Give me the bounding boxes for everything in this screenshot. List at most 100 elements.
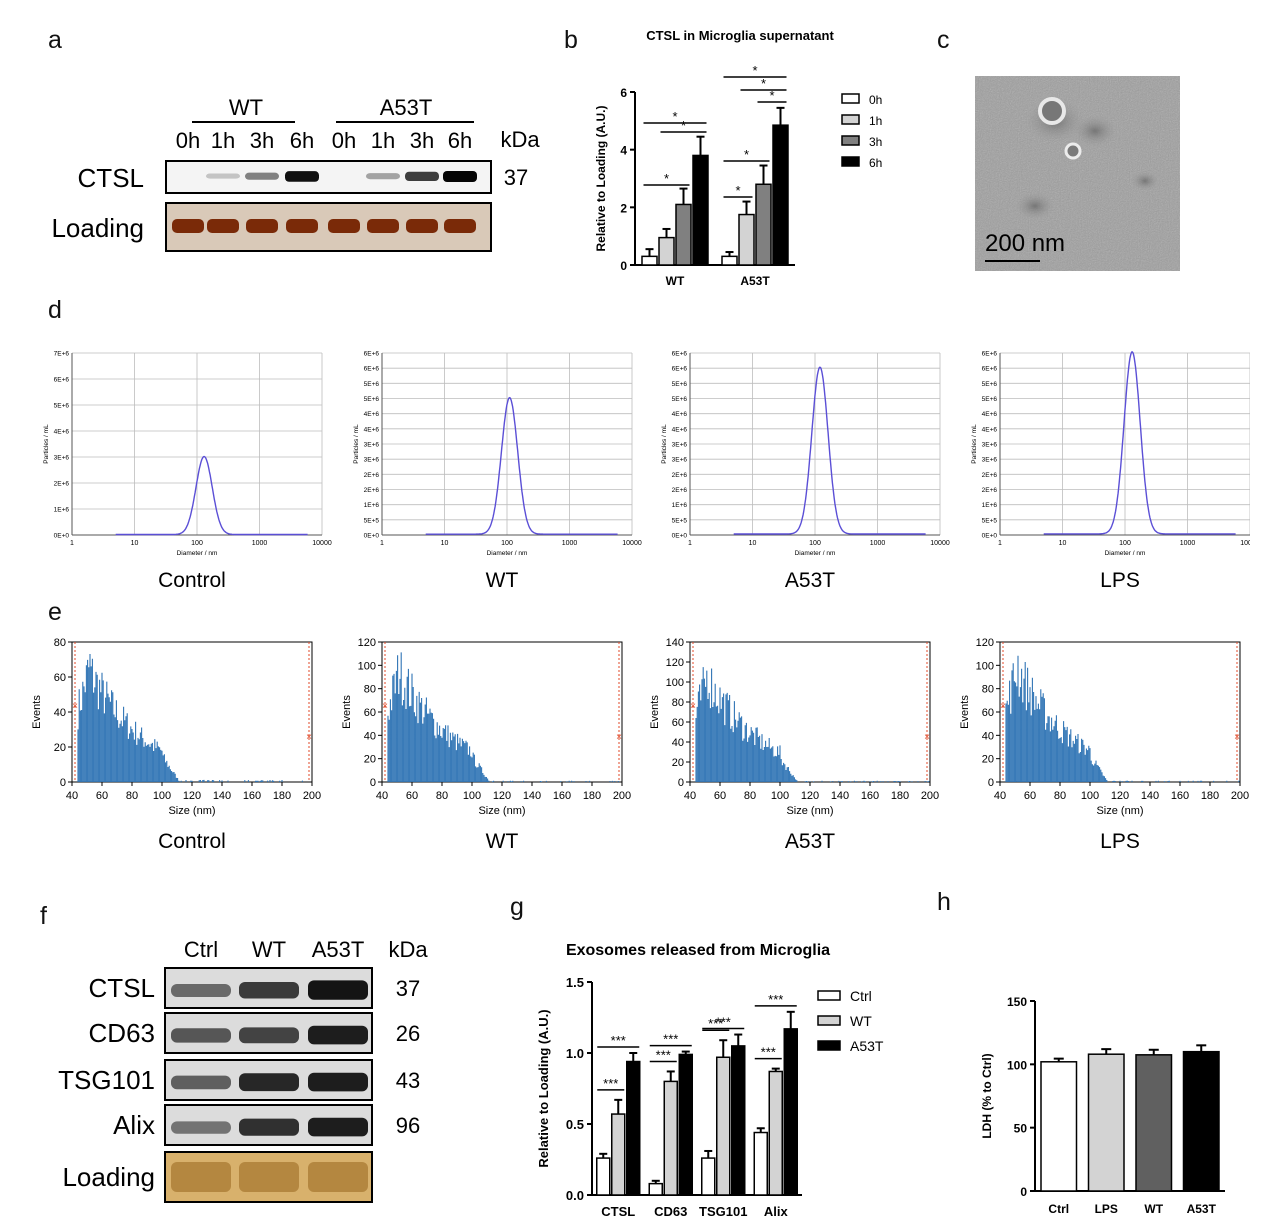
legend-label: WT (850, 1013, 872, 1029)
y-tick-label: 100 (358, 660, 376, 672)
y-tick-label: 120 (976, 637, 994, 649)
y-axis-label: Relative to Loading (A.U.) (536, 1009, 551, 1167)
bar (641, 255, 658, 266)
y-tick-label: 0E+0 (672, 533, 688, 540)
y-axis-label: Particles / mL (353, 424, 360, 464)
group-label-wt: WT (229, 95, 263, 120)
bar (1135, 1054, 1173, 1192)
distribution-plot: 0E+0 1E+6 2E+6 3E+6 4E+6 5E+6 6E+6 7E+6 1 10 100 10… (43, 351, 332, 558)
significance-mark: *** (761, 1045, 776, 1060)
x-tick-label: 10000 (1240, 540, 1250, 547)
blot-band (239, 982, 299, 999)
bar (611, 1113, 626, 1196)
y-tick-label: 0E+0 (364, 533, 380, 540)
y-axis-label: Events (649, 695, 661, 729)
x-tick-label: 160 (553, 790, 571, 802)
panel-letter-h: h (937, 888, 951, 916)
y-tick-label: 80 (672, 697, 684, 709)
loading-band (246, 219, 278, 233)
bar (1087, 1053, 1125, 1192)
y-tick-label: 3E+6 (364, 442, 380, 449)
histogram-plot: 0 20 40 60 80 40 60 80 100 120 140 160 180 200 Size (n… (31, 637, 321, 817)
kda-label: 43 (396, 1068, 420, 1093)
blot-band (308, 980, 368, 1000)
y-tick-label: 5E+6 (672, 396, 688, 403)
bar (1182, 1050, 1220, 1192)
lane-label: 3h (250, 128, 274, 153)
row-label-loading: Loading (51, 213, 144, 243)
x-tick-label: 40 (684, 790, 696, 802)
x-tick-label: CTSL (601, 1204, 635, 1219)
y-tick-label: 2E+6 (672, 472, 688, 479)
significance-mark: *** (716, 1015, 731, 1030)
y-tick-label: 0 (60, 777, 66, 789)
y-tick-label: 3E+6 (672, 457, 688, 464)
y-axis-label: Particles / mL (661, 424, 668, 464)
kda-37: 37 (504, 165, 528, 190)
distribution-curve (1043, 351, 1236, 535)
y-tick-label: 6E+6 (364, 351, 380, 358)
y-tick-label: 5E+5 (364, 517, 380, 524)
bar (721, 255, 738, 266)
y-tick-label: 4E+6 (364, 426, 380, 433)
y-tick-label: 0 (370, 777, 376, 789)
x-tick-label: 160 (1171, 790, 1189, 802)
y-tick-label: 6E+6 (364, 366, 380, 373)
histogram-bars (695, 667, 930, 782)
x-tick-label: 1000 (562, 540, 578, 547)
sample-caption: A53T (785, 569, 835, 592)
x-tick-label: 1 (380, 540, 384, 547)
y-tick-label: 80 (54, 637, 66, 649)
legend-label: 0h (869, 93, 882, 107)
distribution-curve (115, 455, 308, 536)
loading-band (328, 219, 360, 233)
ctsl-band (366, 173, 400, 180)
x-tick-label: 120 (183, 790, 201, 802)
bar (716, 1056, 731, 1196)
y-tick-label: 6E+6 (672, 366, 688, 373)
x-tick-label: 10 (749, 540, 757, 547)
blot-band (171, 984, 231, 997)
x-tick-label: 200 (1231, 790, 1249, 802)
lane-label: 1h (371, 128, 395, 153)
y-tick-label: 6 (620, 86, 627, 100)
exosome-vesicle (1064, 142, 1082, 160)
x-tick-label: 80 (1054, 790, 1066, 802)
y-tick-label: 0.5 (566, 1117, 584, 1132)
x-tick-label: 100 (1081, 790, 1099, 802)
lane-label: 1h (211, 128, 235, 153)
x-tick-label: 200 (921, 790, 939, 802)
panel-letter-e: e (48, 598, 62, 626)
significance-mark: *** (663, 1032, 678, 1047)
panel-letter-c: c (937, 26, 950, 54)
y-tick-label: 5E+6 (364, 396, 380, 403)
x-tick-label: CD63 (654, 1204, 687, 1219)
x-tick-label: 40 (994, 790, 1006, 802)
legend-swatch (841, 135, 860, 146)
legend-swatch (841, 93, 860, 104)
loading-band (444, 219, 476, 233)
y-axis-label: Events (31, 695, 43, 729)
y-axis-label: Relative to Loading (A.U.) (594, 105, 608, 251)
loading-band (239, 1162, 299, 1192)
distribution-curve (733, 366, 926, 535)
x-tick-label: 140 (523, 790, 541, 802)
bar (678, 1053, 693, 1196)
y-tick-label: 6E+6 (54, 377, 70, 384)
legend-swatch (841, 156, 860, 167)
row-label-ctsl: CTSL (78, 163, 144, 193)
y-axis-label: Events (959, 695, 971, 729)
scale-bar-label: 200 nm (985, 230, 1065, 257)
blot-band (308, 1025, 368, 1045)
histogram-plot: 0 20 40 60 80 100 120 40 60 80 100 120 140 160 180 200 S… (341, 637, 631, 817)
kda-label: 37 (396, 976, 420, 1001)
y-tick-label: 60 (364, 707, 376, 719)
bar (626, 1060, 641, 1196)
distribution-plot: 0E+0 5E+5 1E+6 2E+6 2E+6 3E+6 3E+6 4E+6 4E+6 5E+6… (353, 351, 642, 558)
panel-letter-b: b (564, 26, 578, 54)
x-tick-label: 40 (376, 790, 388, 802)
x-axis-label: Size (nm) (1096, 805, 1143, 817)
x-tick-label: 60 (1024, 790, 1036, 802)
gate-marker: × (616, 732, 622, 743)
unit-label-kda: kDa (388, 937, 428, 962)
